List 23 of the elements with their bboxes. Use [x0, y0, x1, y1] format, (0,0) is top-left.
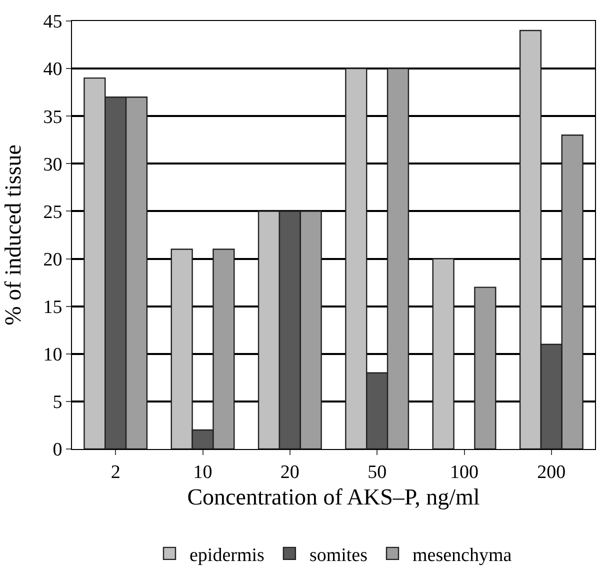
legend-label: somites — [309, 544, 368, 566]
y-tick-label: 30 — [43, 154, 62, 176]
x-tick-label: 10 — [193, 462, 212, 483]
x-tick-label: 50 — [368, 462, 387, 483]
bar — [474, 286, 496, 449]
x-tick-label: 2 — [110, 462, 120, 483]
legend-label: epidermis — [190, 544, 264, 566]
y-tick-label: 10 — [43, 344, 62, 366]
x-tick-label: 20 — [280, 462, 300, 483]
y-tick-label: 15 — [43, 296, 62, 318]
legend-label: mesenchyma — [412, 544, 512, 566]
y-tick-label: 20 — [43, 249, 62, 270]
y-tick-label: 35 — [43, 106, 62, 128]
y-tick-label: 0 — [52, 440, 62, 461]
y-tick-label: 25 — [43, 202, 62, 223]
y-tick-label: 40 — [43, 59, 62, 80]
x-tick-label: 100 — [450, 462, 478, 483]
x-tick-label: 200 — [537, 462, 566, 483]
y-axis-title: % of induced tissue — [0, 144, 26, 326]
bar — [432, 258, 454, 449]
y-tick-label: 5 — [52, 392, 62, 414]
y-tick-label: 45 — [43, 12, 62, 33]
x-axis-title: Concentration of AKS–P, ng/ml — [187, 484, 480, 510]
